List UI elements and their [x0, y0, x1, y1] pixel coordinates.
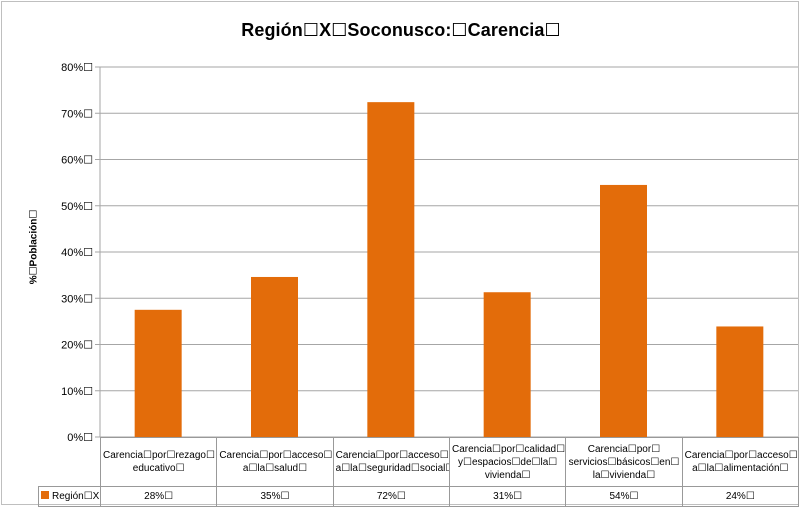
y-tick-label: 50%☐ — [61, 201, 93, 213]
y-tick-label: 10%☐ — [61, 386, 93, 398]
y-tick-label: 60%☐ — [61, 155, 93, 167]
bar — [716, 326, 764, 437]
bar — [134, 309, 182, 437]
y-tick-label: 80%☐ — [61, 62, 93, 74]
category-label: Carencia☐por☐acceso☐ a☐la☐seguridad☐soci… — [332, 437, 450, 487]
y-tick-label: 40%☐ — [61, 247, 93, 259]
legend-label: Región☐X☐ — [52, 491, 100, 502]
y-tick-labels: 0%☐10%☐20%☐30%☐40%☐50%☐60%☐70%☐80%☐ — [61, 62, 93, 444]
data-label: 35%☐ — [216, 486, 334, 507]
category-row: Carencia☐por☐rezago☐ educativo☐ Carencia☐… — [38, 437, 799, 487]
legend-entry: Región☐X☐ — [38, 486, 101, 507]
y-tick-label: 70%☐ — [61, 108, 93, 120]
bar — [600, 184, 647, 437]
y-tick-label: 30%☐ — [61, 293, 93, 305]
data-label: 72%☐ — [332, 486, 450, 507]
category-label: Carencia☐por☐calidad☐ y☐espacios☐de☐la☐ … — [448, 437, 567, 487]
bar — [367, 102, 415, 438]
legend-swatch — [41, 491, 49, 499]
value-row: Región☐X☐ 28%☐35%☐72%☐31%☐54%☐24%☐ — [38, 486, 799, 507]
bars — [134, 102, 764, 438]
category-label: Carencia☐por☐ servicios☐básicos☐en☐ la☐v… — [565, 437, 683, 487]
category-label: Carencia☐por☐acceso☐ a☐la☐alimentación☐ — [681, 437, 799, 487]
table-corner — [38, 437, 101, 487]
data-label: 31%☐ — [448, 486, 567, 507]
gridlines — [95, 66, 798, 438]
y-tick-label: 20%☐ — [61, 340, 93, 352]
bar — [483, 292, 531, 437]
bar — [251, 276, 298, 437]
chart-title: Región☐X☐Soconusco:☐Carencia☐ — [241, 20, 561, 40]
category-label: Carencia☐por☐acceso☐ a☐la☐salud☐ — [216, 437, 334, 487]
data-table: Carencia☐por☐rezago☐ educativo☐ Carencia☐… — [38, 437, 799, 507]
data-label: 24%☐ — [681, 486, 799, 507]
data-label: 54%☐ — [565, 486, 683, 507]
category-label: Carencia☐por☐rezago☐ educativo☐ — [99, 437, 218, 487]
data-label: 28%☐ — [99, 486, 218, 507]
